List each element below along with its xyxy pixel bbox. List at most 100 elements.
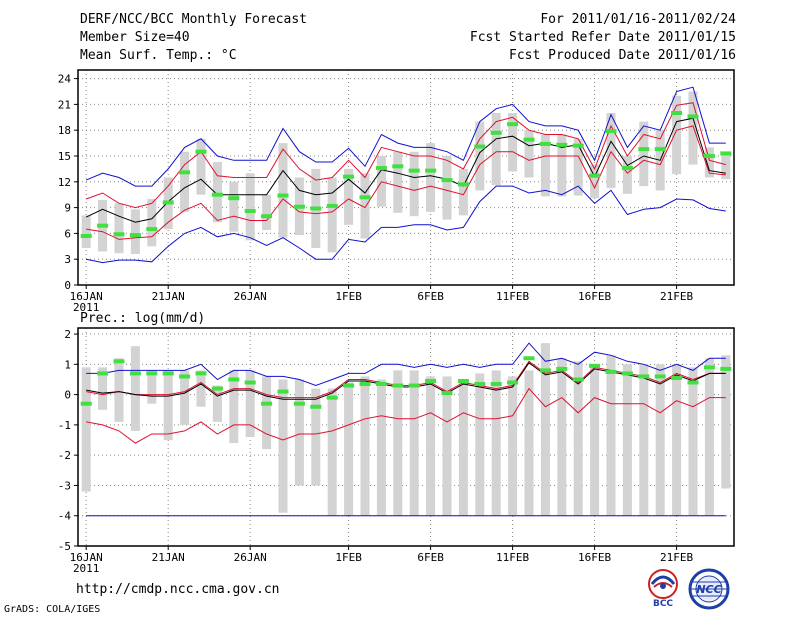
temperature-green-marker <box>605 129 617 134</box>
temperature-ytick-label: 24 <box>58 73 72 86</box>
precipitation-box <box>344 382 354 516</box>
precipitation-green-marker <box>441 391 453 396</box>
temperature-green-marker <box>244 209 256 214</box>
temperature-box <box>229 181 239 232</box>
temperature-xtick-label: 21JAN <box>152 290 185 303</box>
precipitation-red-lower-line <box>86 387 726 444</box>
temperature-box <box>557 134 567 197</box>
precipitation-green-marker <box>113 359 125 364</box>
ncc-logo-text: NCC <box>696 583 721 596</box>
temperature-green-marker <box>97 223 109 228</box>
precipitation-box <box>540 343 550 516</box>
precipitation-box <box>294 379 304 486</box>
precipitation-green-marker <box>556 366 568 371</box>
temperature-box <box>327 177 337 253</box>
temperature-box <box>622 156 632 194</box>
temperature-green-marker <box>687 114 699 119</box>
precipitation-box <box>606 355 616 516</box>
forecast-period-label: For 2011/01/16-2011/02/24 <box>540 12 736 27</box>
precipitation-green-marker <box>375 382 387 387</box>
temperature-ytick-label: 21 <box>58 98 71 111</box>
temperature-green-marker <box>228 196 240 201</box>
precipitation-green-marker <box>310 404 322 409</box>
temperature-green-marker <box>589 173 601 178</box>
precipitation-green-marker <box>572 377 584 382</box>
precipitation-box <box>360 376 370 516</box>
temperature-green-marker <box>539 141 551 146</box>
temperature-box <box>524 130 534 178</box>
temperature-xtick-label: 21FEB <box>660 290 693 303</box>
precipitation-box <box>81 367 91 492</box>
precipitation-green-marker <box>261 401 273 406</box>
temperature-xtick-label: 26JAN <box>234 290 267 303</box>
temperature-green-marker <box>277 193 289 198</box>
temperature-green-marker <box>621 166 633 171</box>
temperature-blue-lower-line <box>86 185 726 264</box>
precipitation-xtick-sublabel: 2011 <box>73 562 100 575</box>
temperature-green-marker <box>392 164 404 169</box>
precipitation-green-marker <box>720 366 732 371</box>
temperature-box <box>540 134 550 197</box>
precipitation-green-marker <box>277 389 289 394</box>
precipitation-green-marker <box>474 382 486 387</box>
temperature-green-marker <box>129 233 141 238</box>
temperature-box <box>426 143 436 212</box>
precipitation-box <box>508 376 518 516</box>
precipitation-box <box>229 370 239 444</box>
precipitation-box <box>442 376 452 516</box>
precipitation-box <box>491 370 501 516</box>
member-size-label: Member Size=40 <box>80 30 190 45</box>
temperature-box <box>590 164 600 199</box>
temperature-green-marker <box>113 232 125 237</box>
precipitation-box <box>180 370 190 425</box>
precipitation-box <box>393 370 403 516</box>
temperature-box <box>114 203 124 254</box>
precipitation-green-marker <box>408 383 420 388</box>
temperature-ytick-label: 6 <box>64 227 71 240</box>
precipitation-green-marker <box>671 375 683 380</box>
temperature-red-upper-line <box>86 102 726 209</box>
temperature-box <box>688 91 698 165</box>
precipitation-green-marker <box>605 369 617 374</box>
start-date-label: Fcst Started Refer Date 2011/01/15 <box>469 30 736 45</box>
temperature-green-marker <box>293 204 305 209</box>
temperature-xtick-label: 11FEB <box>496 290 529 303</box>
temperature-green-marker <box>195 149 207 154</box>
temperature-xtick-label: 6FEB <box>417 290 444 303</box>
precipitation-green-marker <box>589 363 601 368</box>
precipitation-box <box>311 388 321 486</box>
precipitation-blue-upper-line <box>86 342 726 387</box>
precipitation-green-marker <box>211 386 223 391</box>
precipitation-box <box>262 376 272 450</box>
temperature-box <box>262 194 272 230</box>
temperature-green-marker <box>310 206 322 211</box>
precipitation-box <box>327 388 337 516</box>
temperature-box <box>458 168 468 216</box>
precipitation-ytick-label: 2 <box>64 328 71 341</box>
precipitation-green-marker <box>523 356 535 361</box>
precipitation-xtick-label: 16JAN <box>70 551 103 564</box>
temperature-box <box>409 151 419 217</box>
temperature-box <box>196 138 206 195</box>
precipitation-green-marker <box>687 380 699 385</box>
precipitation-box <box>163 370 173 441</box>
temperature-green-marker <box>326 203 338 208</box>
precipitation-green-marker <box>703 365 715 370</box>
temperature-box <box>147 199 157 247</box>
precipitation-green-marker <box>425 378 437 383</box>
temperature-box <box>573 138 583 196</box>
temperature-box <box>672 95 682 175</box>
temperature-ytick-label: 15 <box>58 150 71 163</box>
bcc-logo-text: BCC <box>653 599 673 608</box>
temperature-green-marker <box>654 147 666 152</box>
precipitation-xtick-label: 21JAN <box>152 551 185 564</box>
precipitation-box <box>98 367 108 410</box>
temperature-frame <box>77 69 735 286</box>
precipitation-green-marker <box>343 383 355 388</box>
precipitation-xtick-label: 6FEB <box>417 551 444 564</box>
precipitation-green-marker <box>359 382 371 387</box>
precipitation-ylabel: Prec.: log(mm/d) <box>80 311 205 326</box>
precipitation-green-marker <box>638 374 650 379</box>
temperature-blue-upper-line <box>86 86 726 187</box>
